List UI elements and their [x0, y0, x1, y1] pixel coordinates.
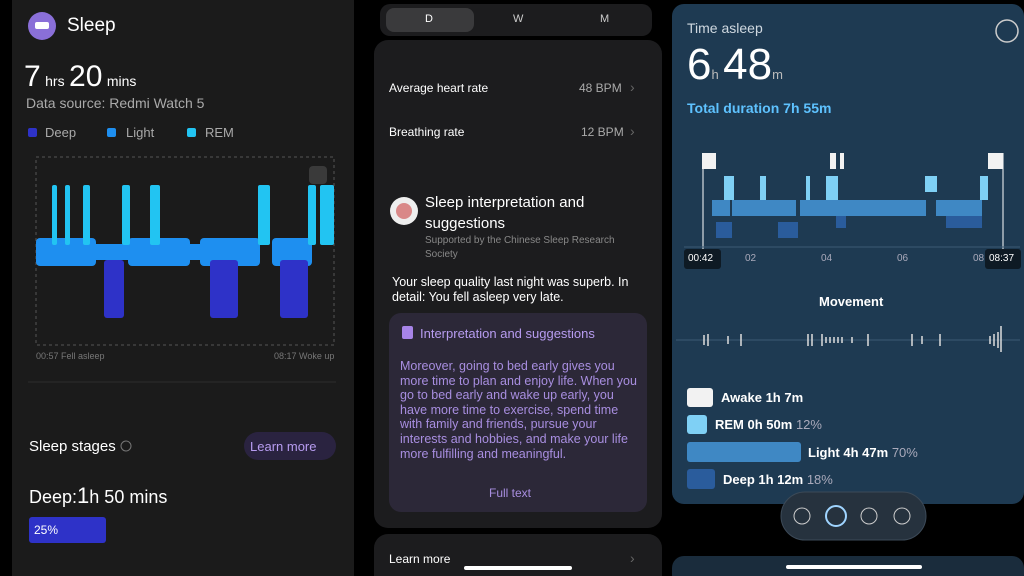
- home-indicator: [786, 565, 922, 569]
- start-label: 00:57 Fell asleep: [36, 351, 105, 361]
- axis-label: 08: [973, 253, 985, 264]
- axis-label: 06: [897, 253, 909, 264]
- full-text[interactable]: Full text: [489, 486, 532, 500]
- movement-ticks: [703, 326, 1002, 352]
- hypnogram: [702, 153, 1003, 169]
- stage-swatch: [687, 388, 713, 407]
- axis-label: 00:42: [688, 253, 714, 264]
- deep-percent: 25%: [34, 523, 59, 537]
- deep-duration: Deep:1h 50 mins: [29, 483, 167, 509]
- bottom-nav: [780, 491, 927, 541]
- data-source: Data source: Redmi Watch 5: [26, 95, 205, 111]
- legend-swatch: [107, 128, 116, 137]
- stage-label: Awake 1h 7m: [721, 390, 804, 405]
- card-icon: [402, 326, 413, 339]
- summary: Your sleep quality last night was superb…: [392, 275, 629, 304]
- row-label[interactable]: Breathing rate: [389, 125, 465, 139]
- panel-background: [374, 534, 662, 576]
- nav-icon[interactable]: [860, 507, 878, 525]
- tab-selected: [386, 8, 474, 32]
- section-title: Sleep interpretation and suggestions: [425, 194, 585, 232]
- legend-swatch: [28, 128, 37, 137]
- title: Sleep: [67, 15, 116, 36]
- stage-percent: 18%: [806, 472, 833, 487]
- stage-label: Light 4h 47m: [808, 445, 889, 460]
- stage-row: Light 4h 47m 70%: [808, 445, 918, 460]
- card-title: Interpretation and suggestions: [420, 326, 595, 341]
- axis-label: 04: [821, 253, 833, 264]
- row-value: 48 BPM: [579, 81, 622, 95]
- suggestion-card: [389, 313, 647, 512]
- stage-swatch: [687, 469, 715, 489]
- settings-icon[interactable]: [995, 19, 1019, 43]
- hypnogram: [724, 176, 988, 200]
- chevron: ›: [630, 550, 635, 566]
- deep-label: Deep:: [29, 487, 78, 507]
- chevron: ›: [630, 123, 635, 139]
- hypnogram: [36, 238, 312, 266]
- learn-more-button[interactable]: [244, 432, 336, 460]
- title: Time asleep: [687, 20, 763, 36]
- row-value: 12 BPM: [581, 125, 624, 139]
- nav-icon[interactable]: [793, 507, 811, 525]
- stage-label: Deep 1h 12m: [723, 472, 804, 487]
- legend-label: REM: [205, 125, 234, 140]
- axis-label: 02: [745, 253, 757, 264]
- duration: 6h 48m: [687, 40, 783, 90]
- hypnogram: [52, 185, 334, 245]
- sleep-icon: [35, 22, 49, 29]
- learn-more[interactable]: Learn more: [250, 439, 317, 454]
- legend-swatch: [187, 128, 196, 137]
- stage-percent: 12%: [795, 417, 822, 432]
- minutes-unit: m: [772, 67, 783, 82]
- legend-label: Deep: [45, 125, 77, 140]
- deep-hours: 1: [77, 483, 90, 508]
- section-title: Sleep stages: [29, 438, 116, 455]
- minutes: 20: [69, 60, 103, 93]
- axis-label: 08:37: [989, 253, 1015, 264]
- stage-percent: 70%: [891, 445, 918, 460]
- total-duration: Total duration 7h 55m: [687, 100, 832, 116]
- hours: 6: [687, 40, 712, 89]
- hours: 7: [24, 60, 41, 93]
- learn-more[interactable]: Learn more: [389, 552, 451, 566]
- home-indicator: [464, 566, 572, 570]
- expand-icon[interactable]: [309, 166, 327, 184]
- row-label[interactable]: Average heart rate: [389, 81, 489, 95]
- hours-unit: hrs: [45, 73, 65, 89]
- stage-swatch: [687, 415, 707, 434]
- tab[interactable]: W: [513, 13, 524, 25]
- hypnogram: [716, 216, 982, 238]
- time-badge: [684, 249, 721, 269]
- tab[interactable]: D: [425, 13, 433, 25]
- panel-background: [672, 4, 1024, 504]
- duration: 7 hrs 20 mins: [24, 60, 136, 94]
- hours-unit: h: [711, 67, 719, 82]
- logo: [396, 203, 412, 219]
- stage-swatch: [687, 442, 801, 462]
- nav-icon[interactable]: [893, 507, 911, 525]
- tab[interactable]: M: [600, 13, 610, 25]
- deep-percent-bar: [29, 517, 106, 543]
- card-text: Moreover, going to bed early gives you m…: [400, 359, 637, 461]
- deep-rest: h 50 mins: [89, 487, 168, 507]
- hypnogram: [712, 200, 982, 216]
- stage-row: REM 0h 50m 12%: [715, 417, 822, 432]
- minutes-unit: mins: [106, 73, 137, 89]
- minutes: 48: [723, 40, 773, 89]
- nav-icon[interactable]: [825, 505, 847, 527]
- time-badge: [985, 249, 1021, 269]
- section-title: Movement: [819, 294, 884, 309]
- stage-label: REM 0h 50m: [715, 417, 793, 432]
- hypnogram: [104, 260, 308, 318]
- chevron: ›: [630, 79, 635, 95]
- info-icon[interactable]: [120, 440, 132, 452]
- stage-row: Deep 1h 12m 18%: [723, 472, 833, 487]
- legend-label: Light: [126, 125, 155, 140]
- source: Supported by the Chinese Sleep Research …: [425, 235, 615, 260]
- end-label: 08:17 Woke up: [274, 351, 335, 361]
